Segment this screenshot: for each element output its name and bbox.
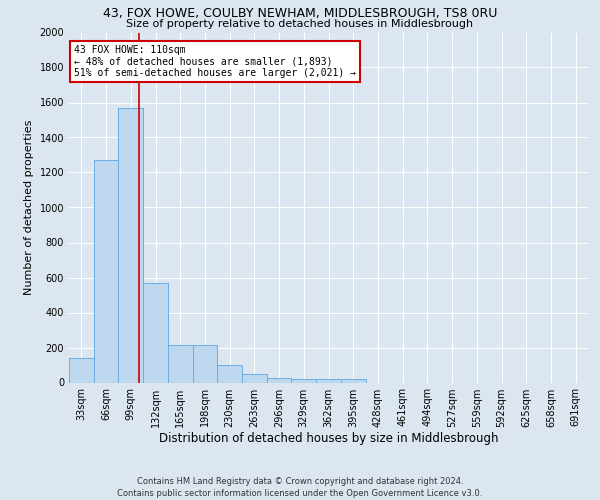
- Text: Size of property relative to detached houses in Middlesbrough: Size of property relative to detached ho…: [127, 19, 473, 29]
- Text: Contains HM Land Registry data © Crown copyright and database right 2024.
Contai: Contains HM Land Registry data © Crown c…: [118, 476, 482, 498]
- Bar: [316, 379, 341, 382]
- Bar: [292, 379, 316, 382]
- Bar: [94, 160, 118, 382]
- Text: 43, FOX HOWE, COULBY NEWHAM, MIDDLESBROUGH, TS8 0RU: 43, FOX HOWE, COULBY NEWHAM, MIDDLESBROU…: [103, 8, 497, 20]
- Text: 43 FOX HOWE: 110sqm
← 48% of detached houses are smaller (1,893)
51% of semi-det: 43 FOX HOWE: 110sqm ← 48% of detached ho…: [74, 45, 356, 78]
- X-axis label: Distribution of detached houses by size in Middlesbrough: Distribution of detached houses by size …: [159, 432, 498, 446]
- Bar: [341, 379, 365, 382]
- Bar: [217, 365, 242, 382]
- Bar: [193, 345, 217, 383]
- Bar: [118, 108, 143, 382]
- Bar: [69, 358, 94, 382]
- Bar: [168, 345, 193, 383]
- Bar: [143, 283, 168, 382]
- Bar: [267, 378, 292, 382]
- Y-axis label: Number of detached properties: Number of detached properties: [24, 120, 34, 295]
- Bar: [242, 374, 267, 382]
